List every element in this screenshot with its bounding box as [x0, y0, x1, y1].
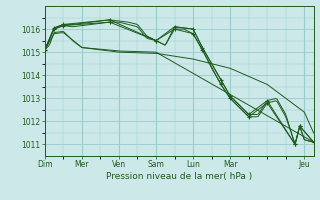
- X-axis label: Pression niveau de la mer( hPa ): Pression niveau de la mer( hPa ): [106, 172, 252, 181]
